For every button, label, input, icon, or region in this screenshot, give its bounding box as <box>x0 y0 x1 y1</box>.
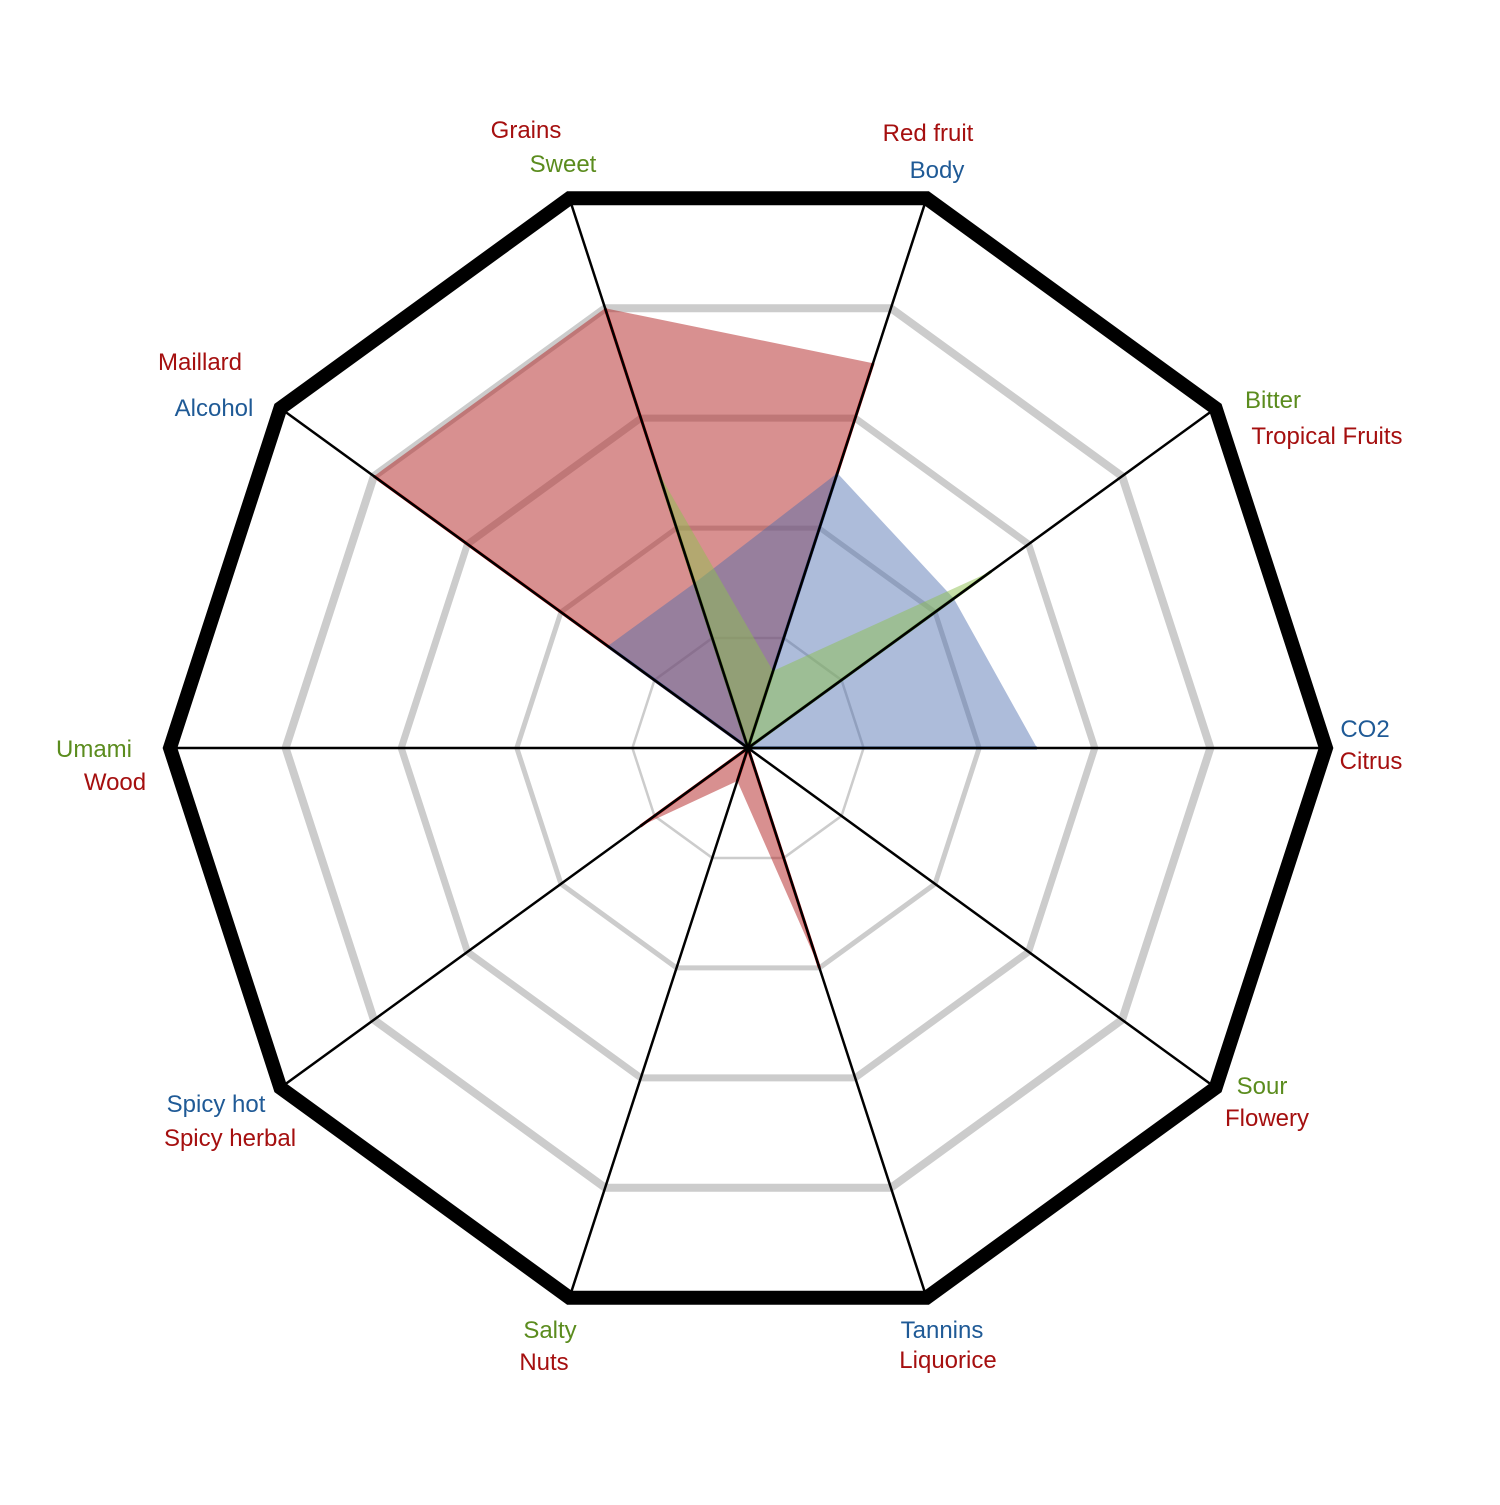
axis-label-9-2: Alcohol <box>175 395 254 422</box>
axis-spokes <box>170 197 1326 1299</box>
axis-spoke-6 <box>568 747 750 1299</box>
axis-spoke-9 <box>279 407 749 750</box>
series-area-2 <box>607 473 1037 748</box>
axis-label-8-1: Umami <box>56 736 132 763</box>
axis-label-6-1: Salty <box>523 1317 576 1344</box>
axis-label-2-1: Bitter <box>1245 387 1301 414</box>
axis-spoke-4 <box>747 746 1217 1089</box>
axis-label-4-2: Flowery <box>1225 1105 1309 1132</box>
axis-label-8-2: Wood <box>84 769 146 796</box>
axis-label-5-2: Liquorice <box>899 1347 996 1374</box>
series-area-3 <box>658 473 992 748</box>
axis-spoke-7 <box>279 746 749 1089</box>
outer-frame <box>162 191 1334 1305</box>
axis-label-7-2: Spicy herbal <box>164 1125 296 1152</box>
axis-label-6-2: Nuts <box>519 1349 568 1376</box>
axis-spoke-1 <box>746 197 928 749</box>
outer-ring <box>162 191 1334 1305</box>
axis-label-5-1: Tannins <box>901 1317 984 1344</box>
axis-label-9-1: Maillard <box>158 349 242 376</box>
axis-spoke-10 <box>568 197 750 749</box>
axis-label-1-1: Red fruit <box>883 120 974 147</box>
axis-label-3-2: Citrus <box>1340 748 1403 775</box>
axis-labels: Red fruit Body Bitter Tropical Fruits CO2 Cit… <box>56 117 1403 1376</box>
axis-label-10-2: Sweet <box>530 151 597 178</box>
axis-label-2-2: Tropical Fruits <box>1251 423 1402 450</box>
axis-label-3-1: CO2 <box>1340 716 1389 743</box>
axis-label-10-1: Grains <box>491 117 562 144</box>
axis-spoke-5 <box>746 747 928 1299</box>
axis-label-1-2: Body <box>910 157 965 184</box>
axis-spoke-2 <box>747 407 1217 750</box>
series-area-1 <box>373 308 874 968</box>
axis-label-4-1: Sour <box>1237 1073 1288 1100</box>
axis-label-7-1: Spicy hot <box>167 1091 266 1118</box>
